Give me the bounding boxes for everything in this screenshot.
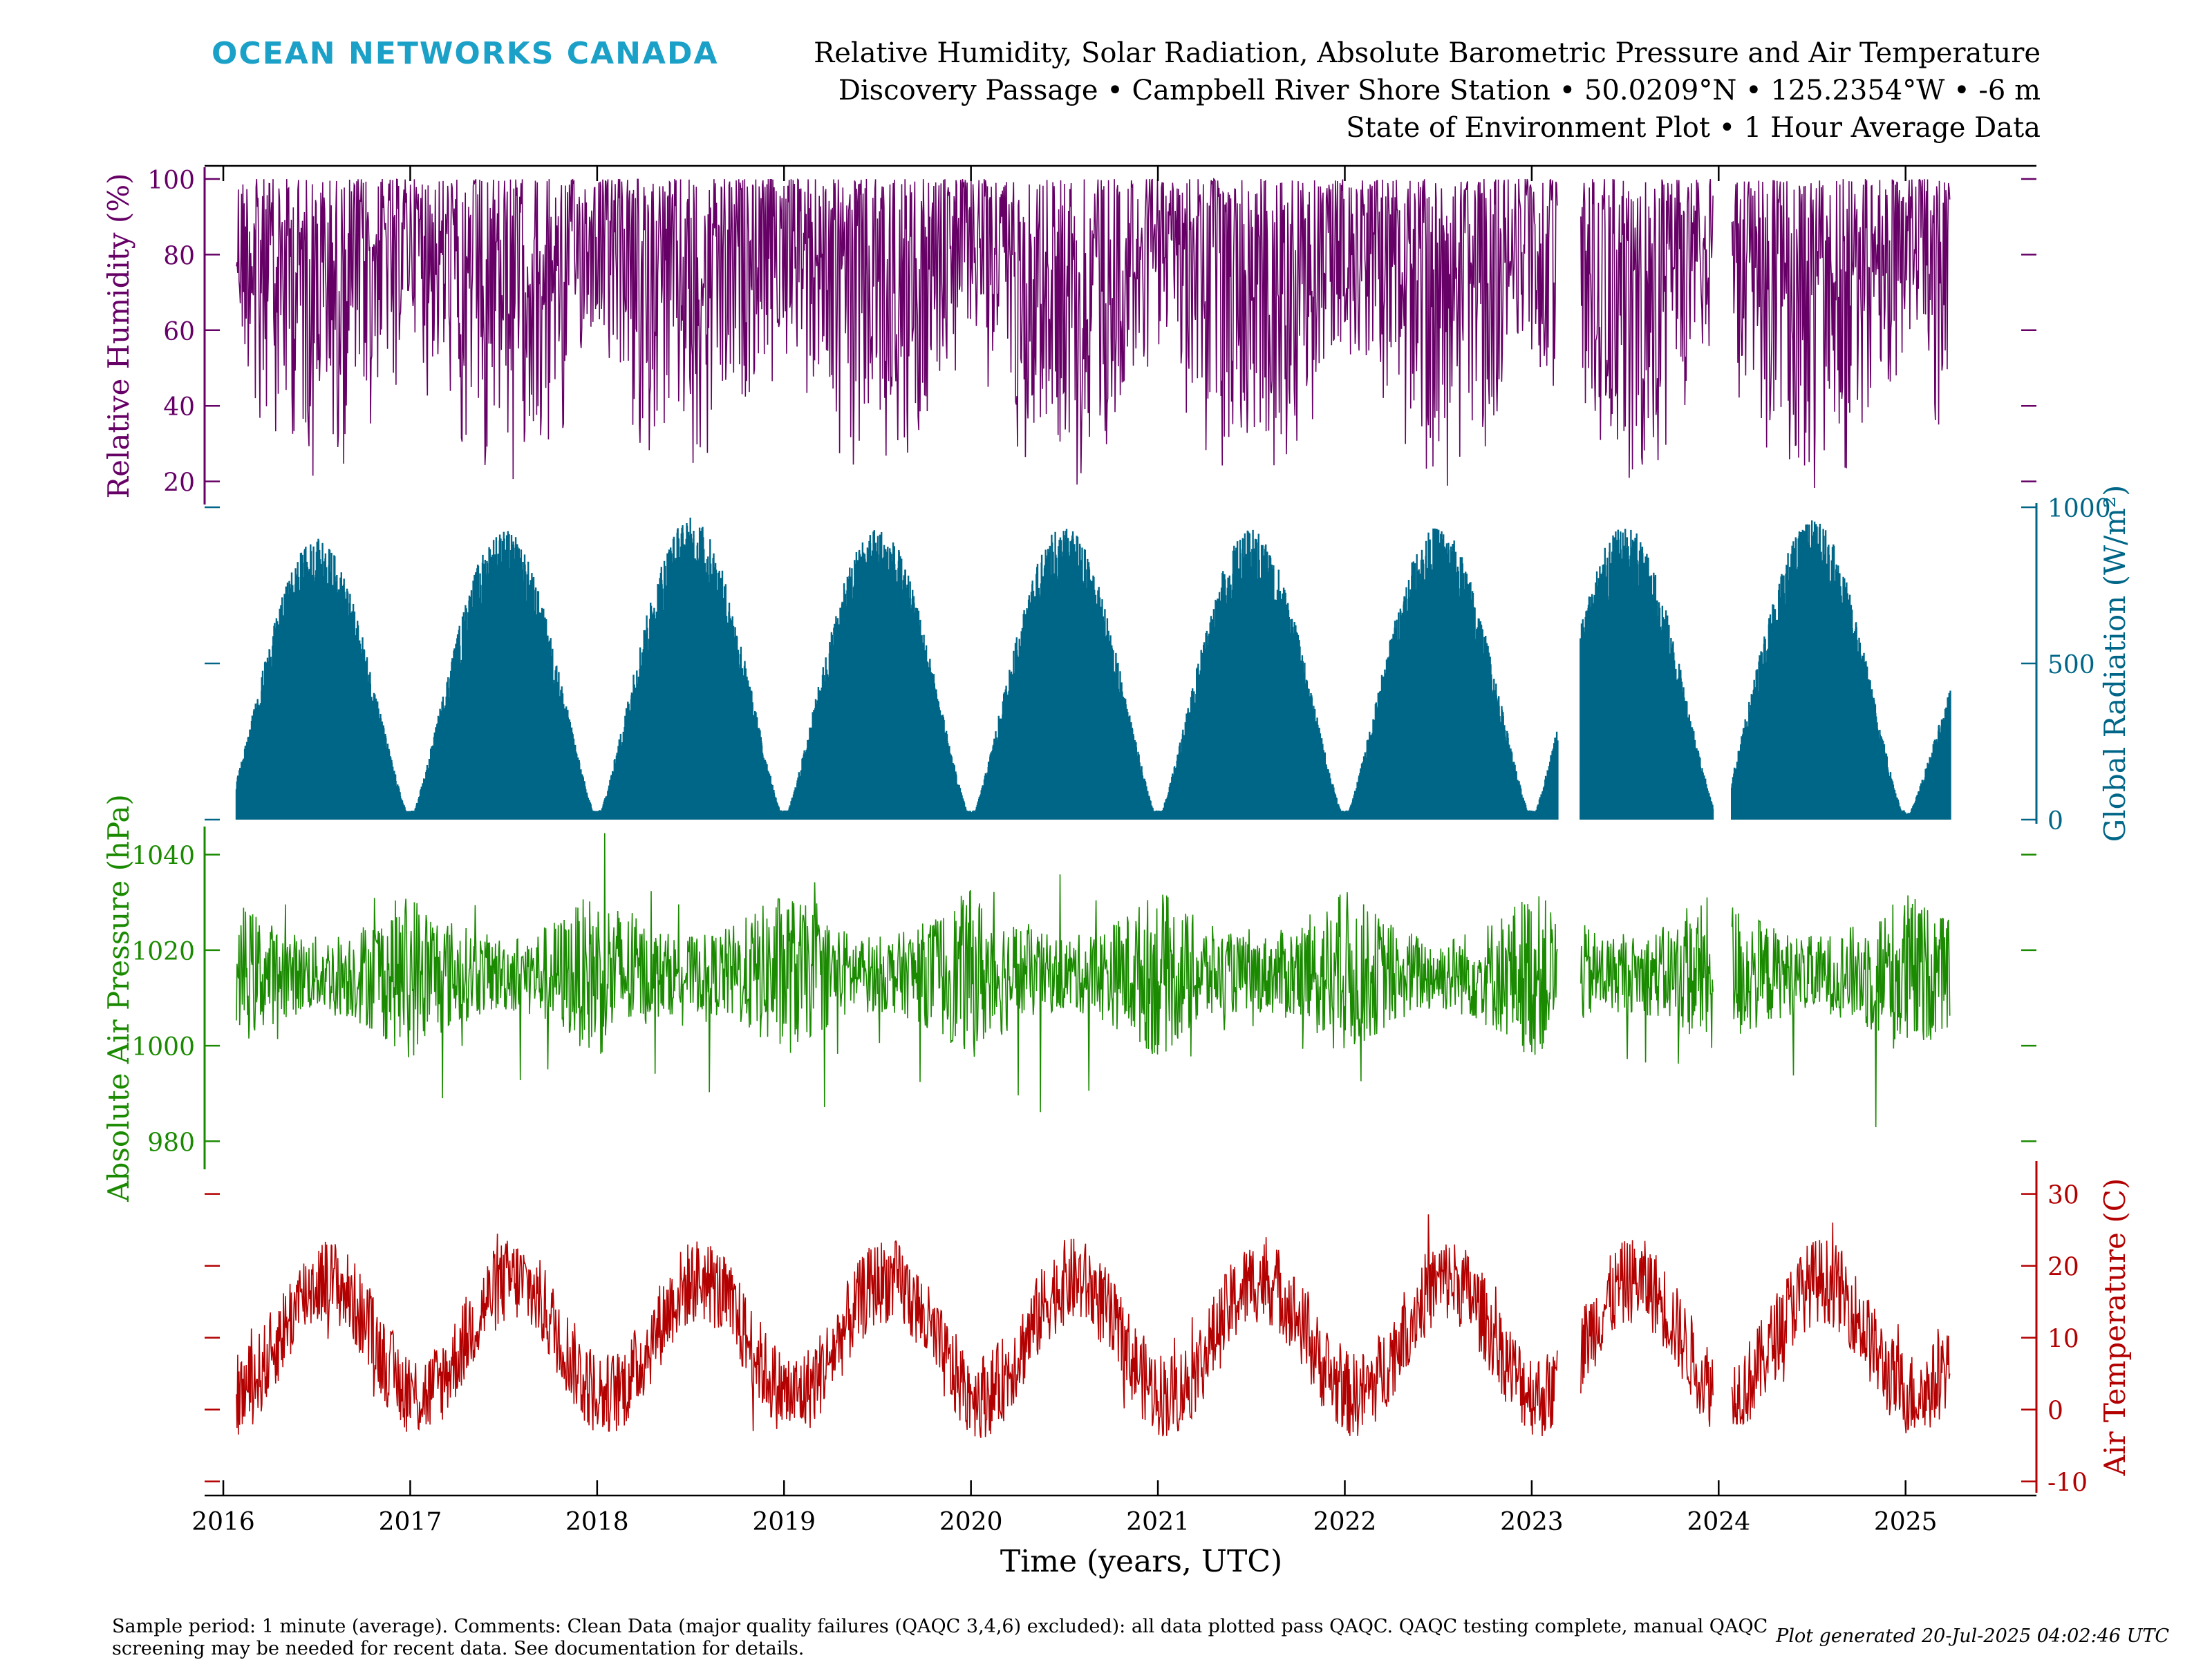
- y-tick-label: 40: [163, 393, 195, 422]
- x-tick-label: 2018: [565, 1508, 629, 1536]
- footer-generated-timestamp: Plot generated 20-Jul-2025 04:02:46 UTC: [1776, 1625, 2169, 1647]
- series-line-relative-humidity: [236, 178, 1951, 489]
- y-tick-label: 60: [163, 318, 195, 346]
- y-axis-label: Relative Humidity (%): [102, 173, 135, 498]
- y-tick-label: 1020: [131, 938, 195, 966]
- y-tick-label: 20: [2047, 1254, 2079, 1282]
- x-tick-label: 2024: [1687, 1508, 1750, 1536]
- series-line-air-temperature: [236, 1214, 1951, 1438]
- chart-subtitle-location: Discovery Passage • Campbell River Shore…: [838, 75, 2041, 106]
- y-tick-label: 500: [2047, 651, 2095, 679]
- x-tick-label: 2019: [752, 1508, 816, 1536]
- y-tick-label: 0: [2047, 807, 2063, 836]
- y-axis-label: Global Radiation (W/m²): [2098, 485, 2132, 842]
- x-tick-label: 2020: [939, 1508, 1003, 1536]
- y-tick-label: 980: [147, 1129, 195, 1157]
- x-tick-label: 2016: [191, 1508, 255, 1536]
- y-tick-label: 30: [2047, 1182, 2079, 1210]
- y-axis-label: Air Temperature (C): [2098, 1178, 2132, 1477]
- series-bars-global-radiation: [235, 518, 1951, 820]
- y-tick-label: 100: [147, 167, 195, 195]
- y-tick-label: -10: [2047, 1469, 2088, 1498]
- x-tick-label: 2025: [1874, 1508, 1938, 1536]
- y-axis-label: Absolute Air Pressure (hPa): [102, 794, 135, 1202]
- chart-title: Relative Humidity, Solar Radiation, Abso…: [814, 37, 2041, 69]
- chart-subtitle-info: State of Environment Plot • 1 Hour Avera…: [1346, 112, 2041, 144]
- x-tick-label: 2023: [1500, 1508, 1564, 1536]
- x-tick-label: 2022: [1313, 1508, 1377, 1536]
- footer-sample-note: Sample period: 1 minute (average). Comme…: [112, 1616, 1768, 1659]
- brand-logo-text: OCEAN NETWORKS CANADA: [212, 36, 719, 71]
- x-axis-label: Time (years, UTC): [1000, 1544, 1282, 1579]
- x-tick-label: 2017: [379, 1508, 442, 1536]
- y-tick-label: 1000: [131, 1033, 195, 1062]
- y-tick-label: 10: [2047, 1326, 2079, 1354]
- y-tick-label: 0: [2047, 1397, 2063, 1426]
- y-tick-label: 1040: [131, 842, 195, 871]
- y-tick-label: 80: [163, 242, 195, 270]
- series-line-absolute-air-pressure: [236, 833, 1951, 1128]
- y-tick-label: 20: [163, 469, 195, 498]
- x-tick-label: 2021: [1126, 1508, 1190, 1536]
- y-tick-label: 1000: [2047, 495, 2111, 523]
